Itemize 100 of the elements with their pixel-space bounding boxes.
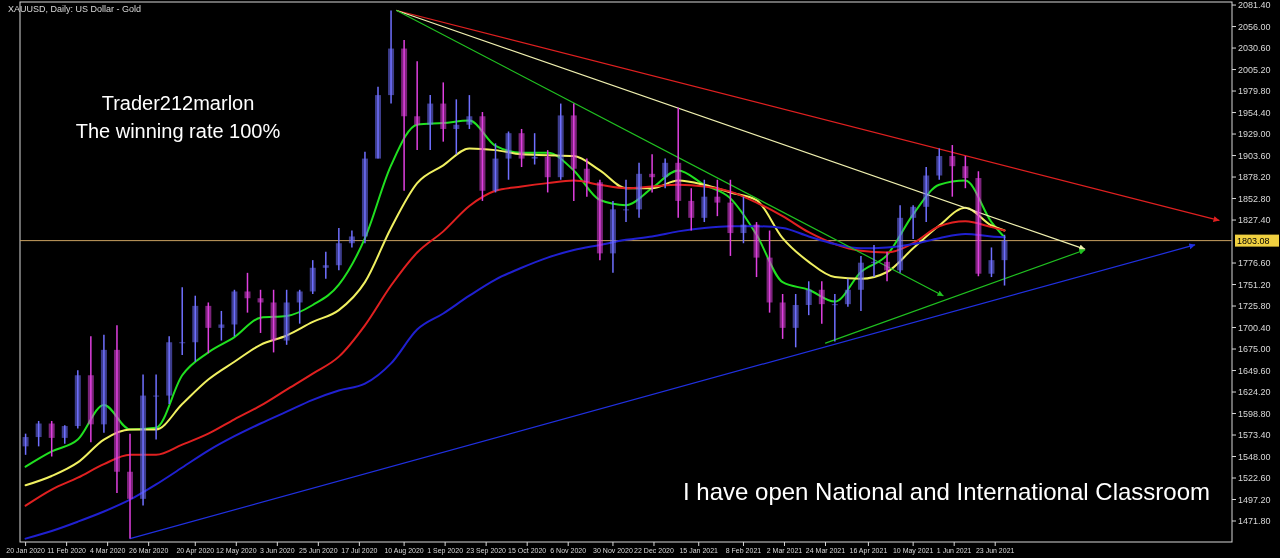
candlestick [22, 432, 29, 456]
candlestick [505, 130, 512, 181]
candlestick [910, 204, 917, 240]
y-tick-label: 1979.80 [1238, 86, 1271, 97]
candlestick [335, 227, 342, 272]
candlestick [518, 128, 525, 168]
candlestick [792, 293, 799, 349]
candlestick [975, 170, 982, 277]
candlestick [375, 85, 382, 160]
y-tick-label: 2005.20 [1238, 64, 1271, 75]
ref-line-label: 1803.08 [1237, 235, 1270, 246]
y-tick-label: 2081.40 [1238, 0, 1271, 11]
candlestick [218, 310, 225, 342]
candlestick [936, 147, 943, 181]
y-tick-label: 1725.80 [1238, 301, 1271, 312]
candlestick [701, 178, 708, 223]
candlestick [427, 94, 434, 151]
y-tick-label: 1497.20 [1238, 494, 1271, 505]
y-tick-label: 2030.60 [1238, 43, 1271, 54]
annotation: The winning rate 100% [75, 120, 281, 142]
annotation: Trader212marlon [101, 92, 255, 114]
candlestick [609, 200, 616, 274]
candlestick [962, 155, 969, 189]
candlestick [100, 333, 107, 434]
y-tick-label: 1776.60 [1238, 258, 1271, 269]
candlestick [531, 132, 538, 166]
y-tick-label: 1573.40 [1238, 430, 1271, 441]
candlestick [805, 280, 812, 316]
candlestick [884, 250, 891, 283]
candlestick [688, 187, 695, 232]
y-tick-label: 1598.80 [1238, 408, 1271, 419]
candlestick [414, 60, 421, 151]
y-tick-label: 1954.40 [1238, 107, 1271, 118]
candlestick [557, 102, 564, 181]
y-tick-label: 1878.20 [1238, 172, 1271, 183]
y-tick-label: 1471.80 [1238, 516, 1271, 527]
candlestick [361, 151, 368, 244]
annotation: I have open National and International Classroom [683, 478, 1210, 505]
y-tick-label: 1903.60 [1238, 150, 1271, 161]
candlestick [988, 246, 995, 278]
candlestick [766, 229, 773, 314]
candlestick [140, 373, 147, 507]
candlestick [583, 157, 590, 198]
y-tick-label: 1649.60 [1238, 365, 1271, 376]
candlestick [401, 39, 408, 192]
candlestick [831, 293, 838, 343]
candlestick [662, 157, 669, 189]
candlestick [113, 324, 120, 494]
candlestick [596, 178, 603, 261]
candlestick [844, 278, 851, 308]
candlestick [897, 204, 904, 274]
y-tick-label: 1929.00 [1238, 129, 1271, 140]
candlestick [388, 9, 395, 105]
candlestick [166, 335, 173, 405]
candlestick [753, 221, 760, 278]
chart-title: XAUUSD, Daily: US Dollar - Gold [8, 4, 142, 14]
y-tick-label: 1548.00 [1238, 451, 1271, 462]
candlestick [48, 420, 55, 458]
candlestick [466, 94, 473, 130]
candlestick [244, 272, 251, 314]
candlestick [870, 244, 877, 278]
y-tick-label: 1852.80 [1238, 193, 1271, 204]
candlestick [309, 259, 316, 295]
candlestick [296, 289, 303, 325]
candlestick [179, 286, 186, 356]
y-tick-label: 1675.00 [1238, 344, 1271, 355]
candlestick [35, 420, 42, 448]
candlestick [257, 289, 264, 334]
y-tick-label: 1522.60 [1238, 473, 1271, 484]
y-tick-label: 1751.20 [1238, 279, 1271, 290]
candlestick [544, 149, 551, 194]
candlestick [127, 432, 134, 540]
candlestick [492, 142, 499, 194]
y-tick-label: 1624.20 [1238, 387, 1271, 398]
y-tick-label: 2056.00 [1238, 21, 1271, 32]
candlestick [649, 153, 656, 194]
candlestick [192, 294, 199, 363]
candlestick [727, 178, 734, 257]
candlestick [923, 166, 930, 223]
candlestick [74, 369, 81, 430]
candlestick [479, 111, 486, 202]
candlestick [453, 98, 460, 156]
candlestick [231, 289, 238, 338]
candlestick [283, 289, 290, 346]
candlestick [779, 293, 786, 340]
candlestick [740, 195, 747, 244]
candlestick [322, 250, 329, 280]
candlestick [61, 424, 68, 445]
candlestick [348, 229, 355, 249]
candlestick [949, 144, 956, 198]
candlestick [636, 162, 643, 219]
candlestick [440, 81, 447, 143]
candlestick [675, 107, 682, 219]
candlestick [714, 178, 721, 217]
candlestick [857, 255, 864, 312]
candlestick [270, 289, 277, 354]
candlestick [818, 280, 825, 325]
y-tick-label: 1700.40 [1238, 322, 1271, 333]
candlestick [87, 335, 94, 443]
candlestick [570, 102, 577, 202]
